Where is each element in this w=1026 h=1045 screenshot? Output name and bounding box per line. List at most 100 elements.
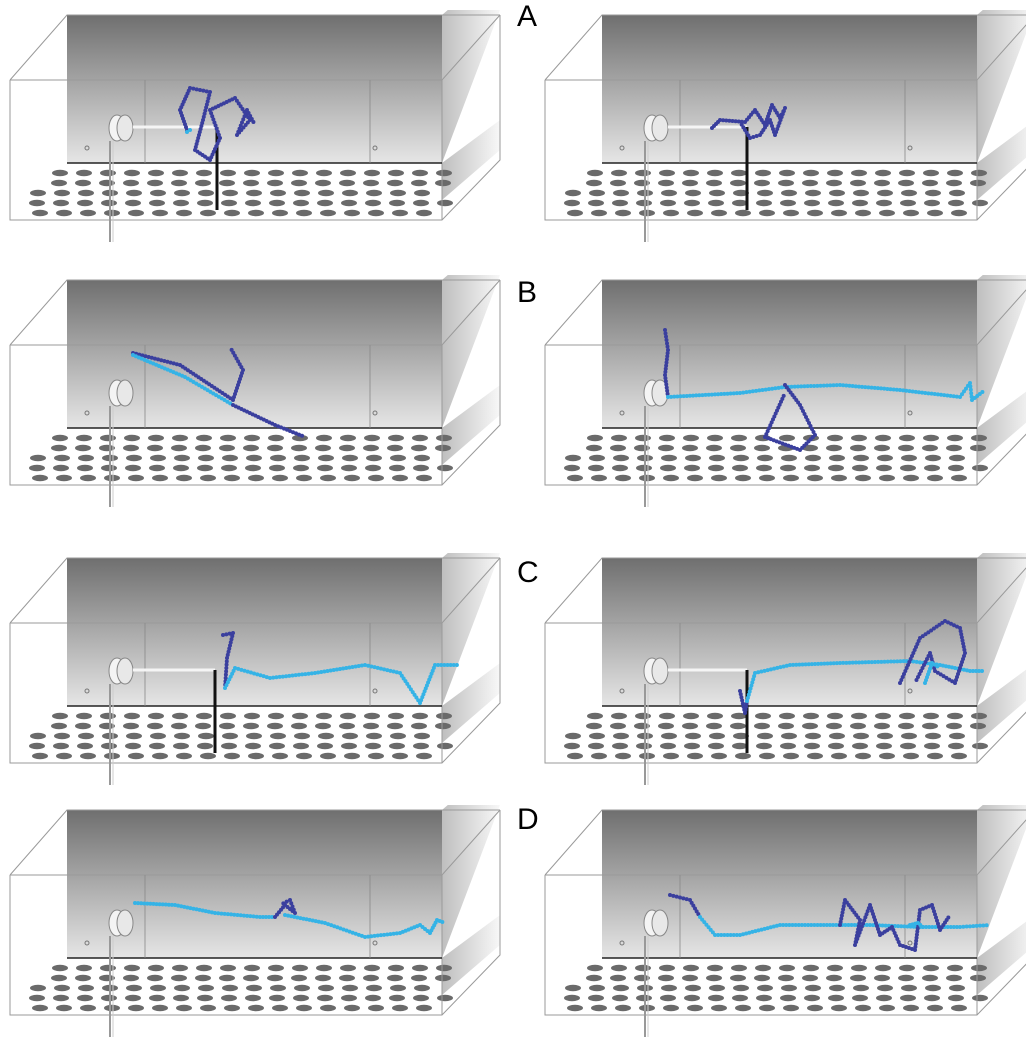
track-dot [276, 424, 280, 429]
track-dot [806, 662, 811, 667]
track-dot [203, 909, 208, 914]
floor-hole [222, 984, 238, 992]
track-dot [850, 660, 855, 665]
floor-hole [923, 712, 939, 720]
track-dot [728, 933, 733, 937]
track-dot [929, 657, 934, 661]
floor-hole [851, 964, 867, 972]
floor-hole [946, 722, 962, 730]
track-dot [213, 911, 217, 915]
floor-hole [198, 189, 214, 197]
floor-hole [272, 474, 288, 482]
floor-hole [802, 722, 818, 730]
track-dot [391, 669, 396, 674]
floor [10, 275, 500, 485]
floor-hole [805, 732, 821, 740]
track-dot [805, 384, 810, 389]
floor-hole [613, 189, 629, 197]
track-dot [863, 660, 868, 665]
track-dot [433, 663, 437, 667]
floor-hole [901, 732, 917, 740]
track-dot [313, 919, 318, 924]
track-dot [805, 418, 810, 422]
floor-hole [32, 474, 48, 482]
track-dot [894, 934, 898, 938]
track-dot [930, 925, 935, 929]
floor-hole [390, 189, 406, 197]
floor-hole [366, 732, 382, 740]
track-dot [907, 389, 912, 394]
track-dot [964, 386, 968, 391]
floor-hole [291, 444, 307, 452]
floor-hole [711, 1004, 727, 1012]
floor-hole [340, 434, 356, 442]
track-dot [241, 117, 246, 122]
floor-hole [613, 732, 629, 740]
floor-hole [32, 209, 48, 217]
floor-hole [949, 189, 965, 197]
track-dot [831, 923, 836, 927]
floor-hole [901, 984, 917, 992]
floor-hole [852, 464, 868, 472]
floor-hole [925, 454, 941, 462]
track-dot [953, 666, 957, 670]
floor-hole [342, 454, 358, 462]
track-dot [712, 392, 717, 397]
track-dot [739, 119, 744, 124]
panel-label-d: D [517, 803, 539, 836]
floor-hole [879, 209, 895, 217]
floor-hole [922, 722, 938, 730]
track-dot [754, 134, 759, 138]
floor-hole [244, 964, 260, 972]
track-dot [841, 660, 846, 665]
track-dot [920, 390, 925, 395]
floor-hole [54, 732, 70, 740]
track-dot [799, 384, 804, 389]
track-dot [174, 362, 179, 367]
floor-hole [152, 1004, 168, 1012]
track-dot [344, 666, 349, 670]
floor-hole [927, 752, 943, 760]
floor-hole [778, 179, 794, 187]
track-dot [971, 669, 975, 673]
floor-hole [270, 189, 286, 197]
track-dot [727, 118, 732, 123]
floor-hole [269, 994, 285, 1002]
floor-hole [852, 994, 868, 1002]
floor-hole [687, 209, 703, 217]
floor-hole [196, 712, 212, 720]
track-dot [288, 898, 292, 902]
floor-hole [684, 199, 700, 207]
track-dot [154, 902, 159, 907]
floor-hole [293, 464, 309, 472]
floor-hole [898, 722, 914, 730]
track-dot [747, 930, 752, 935]
floor-hole [591, 752, 607, 760]
floor-hole [564, 199, 580, 207]
track-dot [382, 667, 387, 672]
track-dot [356, 932, 361, 937]
track-dot [921, 906, 925, 911]
floor-hole [197, 464, 213, 472]
floor-hole [757, 454, 773, 462]
track-dot [734, 391, 739, 396]
track-dot [674, 894, 679, 899]
track-dot [353, 664, 358, 669]
floor-hole [927, 474, 943, 482]
track-dot [663, 366, 668, 371]
track-dot [691, 393, 696, 398]
track-dot [798, 403, 802, 407]
floor-hole [248, 474, 264, 482]
floor-hole [826, 722, 842, 730]
panel-label-b: B [517, 276, 538, 309]
track-dot [242, 668, 247, 673]
floor-hole [387, 974, 403, 982]
floor-hole [876, 199, 892, 207]
floor-hole [243, 974, 259, 982]
track-dot [914, 645, 918, 649]
floor-hole [706, 444, 722, 452]
release-platform [668, 125, 749, 210]
track-dot [950, 665, 954, 670]
floor-hole [853, 189, 869, 197]
floor-hole [267, 722, 283, 730]
